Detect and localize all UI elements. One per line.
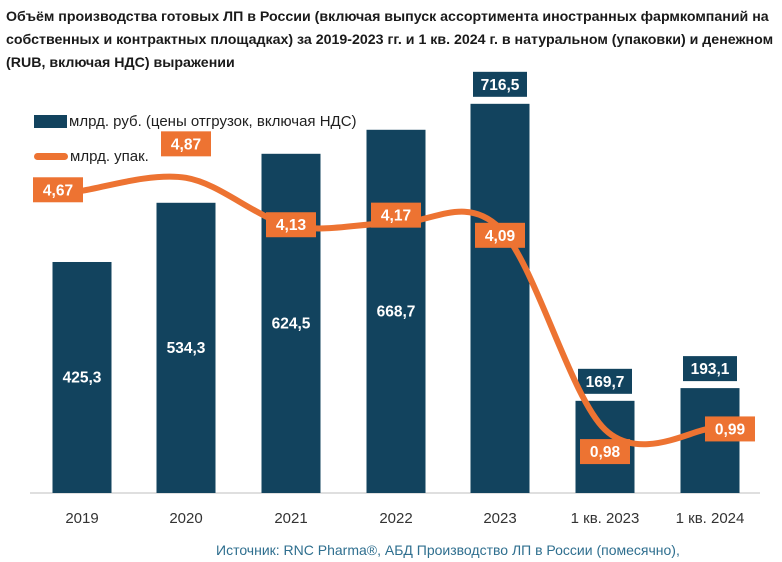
line-value-box-1 <box>161 131 211 157</box>
bar-value-label-4: 716,5 <box>481 77 520 94</box>
bar-4 <box>470 103 530 493</box>
x-tick-label-5: 1 кв. 2023 <box>571 510 640 527</box>
bar-value-box-5 <box>578 368 632 394</box>
source-note: Источник: RNC Pharma®, АБД Производство … <box>216 542 680 558</box>
line-value-box-4 <box>475 222 525 248</box>
bar-value-label-0: 425,3 <box>63 369 102 386</box>
bar-value-label-1: 534,3 <box>167 340 206 357</box>
bar-value-label-2: 624,5 <box>272 315 311 332</box>
legend-item-bars: млрд. руб. (цены отгрузок, включая НДС) <box>34 111 357 131</box>
bar-value-box-6 <box>683 356 737 382</box>
legend-swatch-bars <box>34 114 67 128</box>
x-tick-label-3: 2022 <box>379 510 412 527</box>
legend-label-line: млрд. упак. <box>70 147 149 165</box>
line-value-box-6 <box>705 416 755 442</box>
bar-0 <box>52 261 112 493</box>
line-value-box-2 <box>266 212 316 238</box>
line-value-box-3 <box>371 202 421 228</box>
line-value-label-4: 4,09 <box>485 228 516 245</box>
bar-1 <box>156 202 216 494</box>
x-tick-label-2: 2021 <box>274 510 307 527</box>
chart-area: 2019 2020 2021 2022 2023 1 кв. 2023 1 кв. 2024… <box>30 71 760 527</box>
bar-value-box-4 <box>473 71 527 97</box>
bar-value-label-6: 193,1 <box>691 361 730 378</box>
bar-value-label-3: 668,7 <box>377 303 416 320</box>
legend-item-line: млрд. упак. <box>34 146 149 166</box>
line-value-box-5 <box>580 439 630 465</box>
legend-label-bars: млрд. руб. (цены отгрузок, включая НДС) <box>69 112 357 130</box>
line-value-label-6: 0,99 <box>715 421 746 438</box>
bar-value-label-5: 169,7 <box>586 374 625 391</box>
line-value-box-0 <box>33 177 83 203</box>
line-value-label-2: 4,13 <box>276 217 307 234</box>
legend-swatch-line <box>34 152 68 160</box>
bar-3 <box>366 129 426 493</box>
line-value-label-3: 4,17 <box>381 208 411 225</box>
line-value-label-5: 0,98 <box>590 444 621 461</box>
line-value-label-1: 4,87 <box>171 136 201 153</box>
x-tick-label-6: 1 кв. 2024 <box>676 510 745 527</box>
chart-title: Объём производства готовых ЛП в России (… <box>6 9 774 71</box>
line-value-label-0: 4,67 <box>43 182 73 199</box>
x-tick-label-0: 2019 <box>65 510 98 527</box>
x-tick-label-4: 2023 <box>483 510 516 527</box>
bar-2 <box>261 153 321 494</box>
x-tick-label-1: 2020 <box>169 510 202 527</box>
